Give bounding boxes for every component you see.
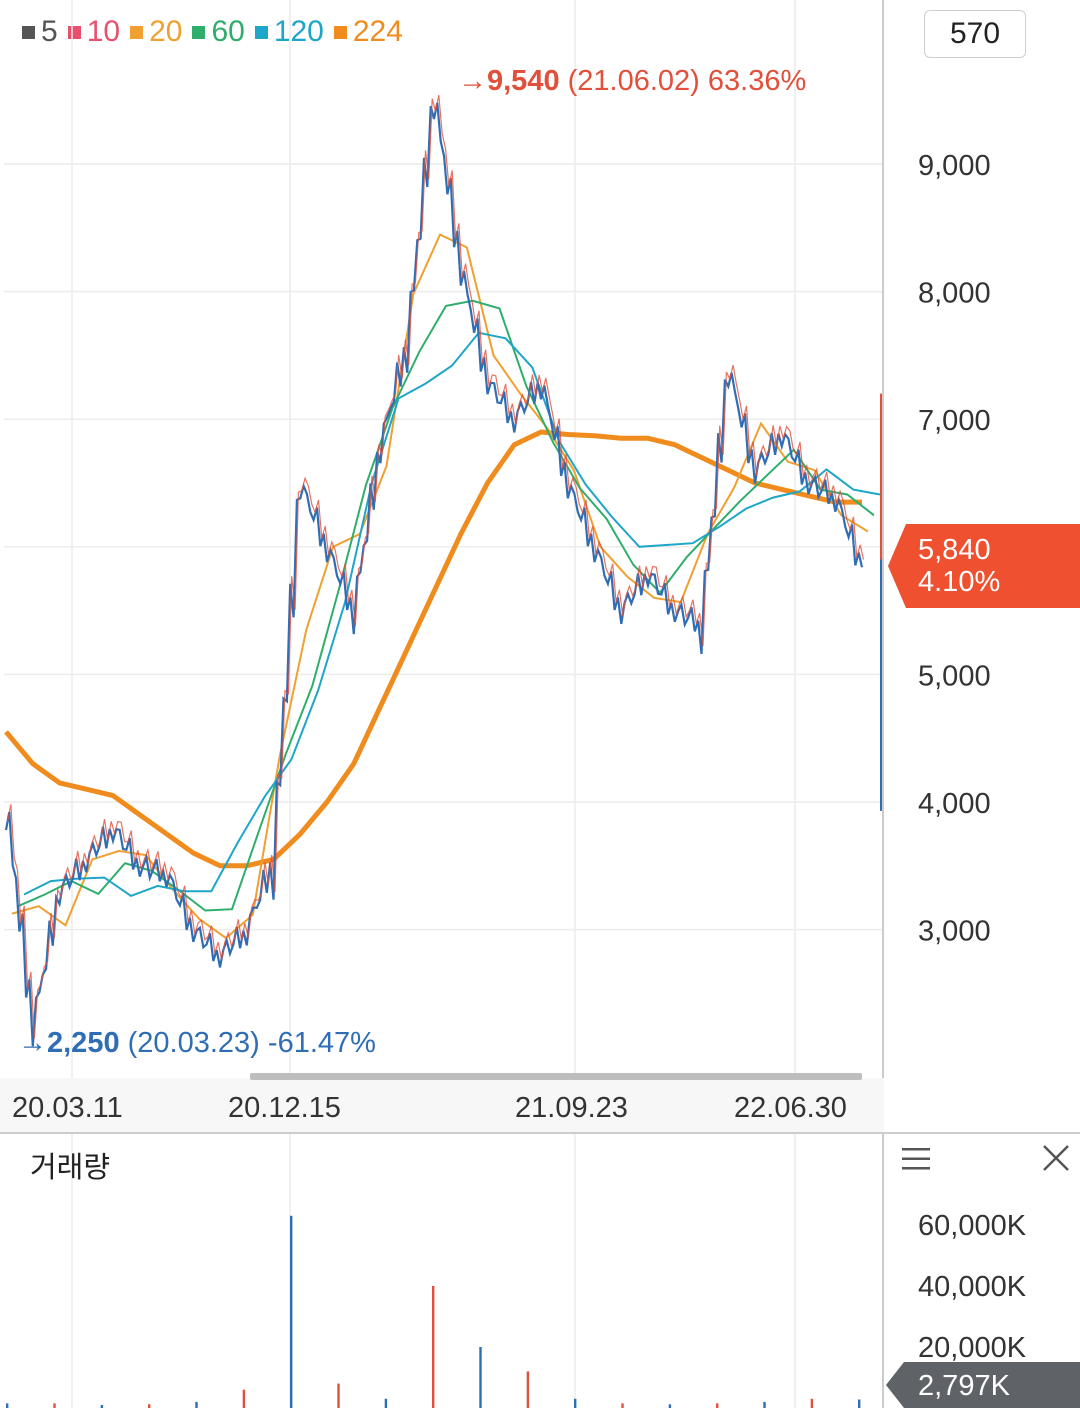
current-price: 5,840 xyxy=(918,534,991,566)
date-axis-band xyxy=(0,1078,884,1134)
legend-swatch xyxy=(333,25,347,39)
volume-bars xyxy=(6,1215,861,1408)
count-value: 570 xyxy=(949,17,1001,50)
moving-averages xyxy=(4,233,881,940)
count-box[interactable]: 570 xyxy=(924,10,1026,58)
volume-bar xyxy=(763,1401,766,1408)
volume-axis: 20,000K 40,000K 60,000K xyxy=(918,1210,1027,1364)
min-price-annotation: →2,250 (20.03.23) -61.47% xyxy=(18,1027,376,1060)
x-tick-label: 20.12.15 xyxy=(228,1092,341,1124)
volume-bar xyxy=(858,1399,861,1408)
legend-label: 60 xyxy=(211,15,245,48)
legend-label: 10 xyxy=(86,15,121,48)
y-tick-label: 4,000 xyxy=(918,788,991,820)
menu-icon[interactable] xyxy=(900,1146,932,1172)
close-price-line xyxy=(4,102,864,1047)
legend-swatch xyxy=(22,25,35,39)
volume-bar xyxy=(810,1398,814,1408)
legend-label: 224 xyxy=(352,15,403,48)
volume-bar xyxy=(195,1401,198,1408)
legend-label: 5 xyxy=(41,15,58,48)
max-pct: 63.36% xyxy=(707,65,807,97)
arrow-right-icon: → xyxy=(458,65,487,97)
max-date: (21.06.02) xyxy=(567,65,700,97)
volume-bar xyxy=(384,1398,388,1408)
y-tick-label: 8,000 xyxy=(918,278,991,310)
price-series xyxy=(4,94,865,1047)
current-price-tag: 5,840 4.10% xyxy=(888,524,1080,608)
date-axis: 20.03.11 20.12.15 21.09.23 22.06.30 xyxy=(12,1092,847,1124)
legend-item-5[interactable]: 5 xyxy=(22,15,58,49)
legend: 5 10 20 60 120 224 xyxy=(22,12,413,52)
volume-tick-label: 20,000K xyxy=(918,1332,1027,1364)
legend-swatch xyxy=(254,25,268,39)
ma-5-line xyxy=(6,94,865,1039)
legend-swatch xyxy=(192,25,206,39)
range-scrollbar xyxy=(250,1073,862,1080)
ma-120-line xyxy=(23,331,881,898)
current-volume-tag: 2,797K xyxy=(886,1362,1080,1408)
volume-bar xyxy=(621,1403,624,1408)
volume-bar xyxy=(526,1371,530,1408)
volume-bar xyxy=(290,1215,293,1408)
gridlines xyxy=(4,0,882,1408)
x-tick-label: 22.06.30 xyxy=(734,1092,847,1124)
min-price: 2,250 xyxy=(47,1027,120,1059)
y-tick-label: 7,000 xyxy=(918,405,991,437)
volume-tick-label: 40,000K xyxy=(918,1271,1027,1303)
min-pct: -61.47% xyxy=(267,1027,376,1059)
legend-item-10[interactable]: 10 xyxy=(67,15,121,49)
close-icon[interactable] xyxy=(1040,1142,1072,1174)
min-date: (20.03.23) xyxy=(127,1027,260,1059)
ma-20-line xyxy=(11,233,869,940)
volume-bar xyxy=(716,1403,719,1408)
current-change: 4.10% xyxy=(918,566,1001,598)
legend-swatch xyxy=(67,25,81,39)
volume-bar xyxy=(479,1347,482,1408)
x-tick-label: 20.03.11 xyxy=(12,1092,123,1124)
max-price-annotation: →9,540 (21.06.02) 63.36% xyxy=(458,65,806,98)
volume-bar xyxy=(337,1383,340,1408)
arrow-right-icon: → xyxy=(18,1027,47,1059)
legend-swatch xyxy=(130,25,144,39)
volume-bar xyxy=(668,1404,672,1408)
x-tick-label: 21.09.23 xyxy=(515,1092,628,1124)
legend-label: 20 xyxy=(149,15,183,48)
legend-item-224[interactable]: 224 xyxy=(333,15,403,49)
volume-bar xyxy=(574,1398,577,1408)
volume-bar xyxy=(53,1403,56,1408)
legend-item-20[interactable]: 20 xyxy=(130,15,182,49)
volume-bar xyxy=(148,1404,151,1408)
legend-item-60[interactable]: 60 xyxy=(192,15,245,49)
volume-bar xyxy=(432,1286,435,1408)
ma-224-line xyxy=(4,429,862,869)
volume-bar xyxy=(6,1403,9,1408)
volume-title: 거래량 xyxy=(30,1152,111,1184)
max-price: 9,540 xyxy=(487,65,560,97)
y-tick-label: 5,000 xyxy=(918,660,991,692)
legend-label: 120 xyxy=(273,15,324,48)
price-axis: 3,000 4,000 5,000 7,000 8,000 9,000 xyxy=(918,150,991,948)
legend-item-120[interactable]: 120 xyxy=(254,15,324,49)
volume-bar xyxy=(100,1405,104,1408)
volume-tick-label: 60,000K xyxy=(918,1210,1027,1242)
volume-bar xyxy=(242,1389,246,1408)
y-tick-label: 3,000 xyxy=(918,916,991,948)
y-tick-label: 9,000 xyxy=(918,150,991,182)
